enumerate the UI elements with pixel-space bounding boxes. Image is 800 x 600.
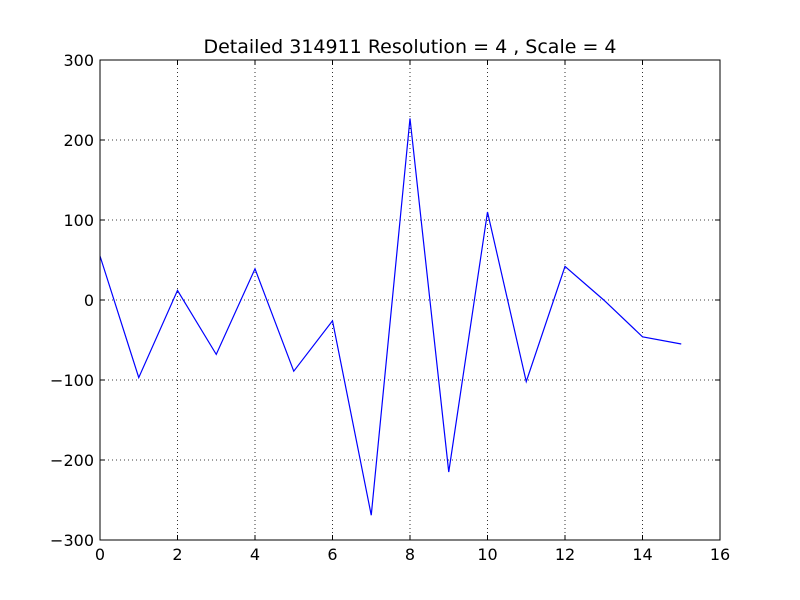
x-tick-label: 2 xyxy=(172,545,182,564)
plot-frame xyxy=(99,59,721,541)
x-tick-label: 8 xyxy=(405,545,415,564)
grid-lines xyxy=(100,60,720,540)
x-tick-label: 6 xyxy=(327,545,337,564)
series-line xyxy=(99,118,682,516)
y-tick-label: 0 xyxy=(84,291,94,310)
x-tick-label: 0 xyxy=(95,545,105,564)
y-tick-labels: 300 200 100 0 −100 −200 −300 xyxy=(50,51,94,550)
x-tick-label: 14 xyxy=(632,545,652,564)
y-tick-label: −300 xyxy=(50,531,94,550)
y-tick-label: 100 xyxy=(63,211,94,230)
series-group xyxy=(99,118,682,516)
y-tick-label: −200 xyxy=(50,451,94,470)
chart-title: Detailed 314911 Resolution = 4 , Scale =… xyxy=(203,36,616,58)
y-tick-label: −100 xyxy=(50,371,94,390)
x-tick-label: 10 xyxy=(477,545,497,564)
x-tick-labels: 0 2 4 6 8 10 12 14 16 xyxy=(95,545,730,564)
y-tick-label: 200 xyxy=(63,131,94,150)
x-tick-label: 16 xyxy=(710,545,730,564)
x-tick-label: 12 xyxy=(555,545,575,564)
x-tick-label: 4 xyxy=(250,545,260,564)
y-tick-label: 300 xyxy=(63,51,94,70)
